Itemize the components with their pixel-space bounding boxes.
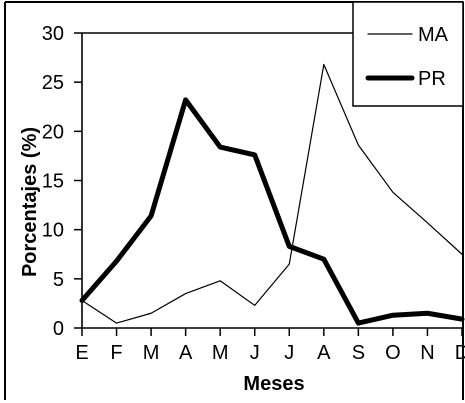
x-axis-tick-label-10: N [420, 342, 434, 364]
y-axis: 0 5 10 15 20 25 30 [42, 23, 82, 340]
x-axis-tick-label-8: S [352, 342, 365, 364]
x-axis-tick-label-4: M [212, 342, 229, 364]
legend-label-pr: PR [418, 68, 446, 90]
x-axis-tick-label-2: M [143, 342, 160, 364]
x-axis-tick-label-5: J [250, 342, 260, 364]
y-axis-tick-label-3: 15 [42, 171, 64, 193]
x-axis-tick-label-1: F [110, 342, 122, 364]
x-axis-tick-label-6: J [284, 342, 294, 364]
legend-box [352, 1, 464, 107]
y-axis-tick-label-2: 10 [42, 220, 64, 242]
x-axis-title: Meses [243, 373, 304, 395]
legend-label-ma: MA [418, 24, 449, 46]
x-axis-tick-label-0: E [75, 342, 88, 364]
legend: MA PR [352, 1, 464, 107]
y-axis-tick-label-5: 25 [42, 72, 64, 94]
y-axis-tick-label-6: 30 [42, 23, 64, 45]
x-axis-tick-label-11: D [455, 342, 465, 364]
y-axis-title: Porcentajes (%) [19, 127, 41, 277]
x-axis-tick-label-3: A [179, 342, 193, 364]
series-line-pr [79, 97, 465, 326]
y-axis-tick-label-1: 5 [53, 269, 64, 291]
y-axis-tick-label-4: 20 [42, 121, 64, 143]
x-axis-tick-label-9: O [385, 342, 401, 364]
x-axis-tick-label-7: A [317, 342, 331, 364]
series-line-ma [81, 63, 463, 324]
series-layer [79, 63, 465, 326]
y-axis-tick-label-0: 0 [53, 318, 64, 340]
